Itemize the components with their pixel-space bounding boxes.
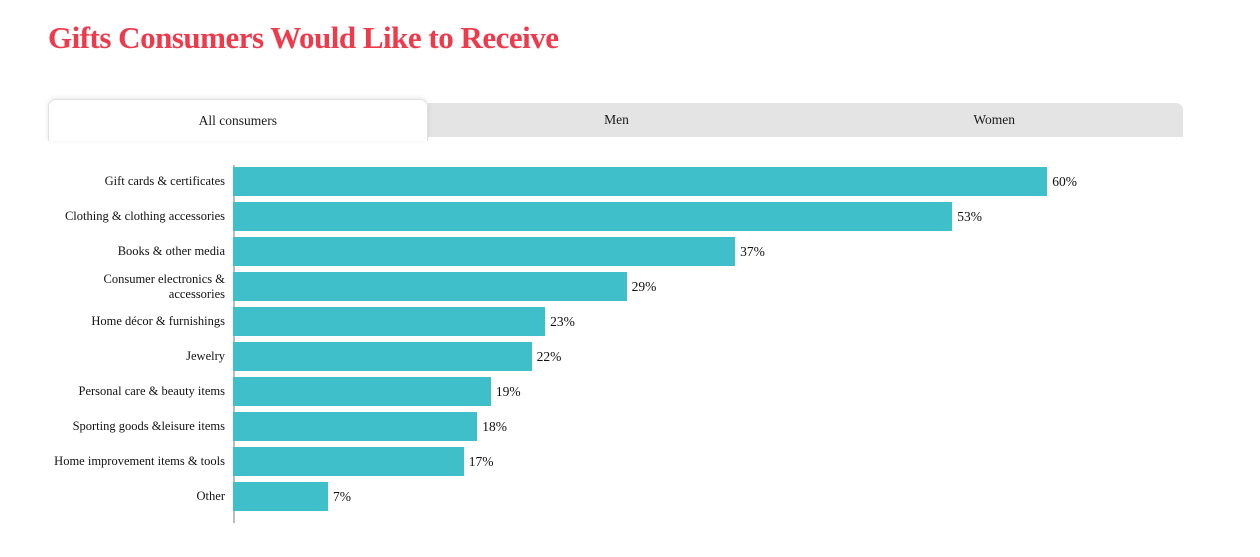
value-label: 23% — [550, 313, 575, 329]
bar-track: 19% — [233, 377, 1183, 406]
value-label: 7% — [333, 488, 351, 504]
chart-row: Home improvement items & tools 17% — [48, 444, 1183, 479]
category-label: Books & other media — [117, 244, 225, 258]
category-label: Jewelry — [186, 349, 225, 363]
chart-row: Consumer electronics & accessories 29% — [48, 269, 1183, 304]
plot-area: Gift cards & certificates 60% Clothing &… — [48, 164, 1183, 523]
bar-track: 53% — [233, 202, 1183, 231]
bar[interactable] — [233, 482, 328, 511]
bar[interactable] — [233, 202, 953, 231]
bar-chart: Gift cards & certificates 60% Clothing &… — [48, 164, 1183, 523]
bar-track: 37% — [233, 237, 1183, 266]
bar-track: 17% — [233, 447, 1183, 476]
chart-row: Gift cards & certificates 60% — [48, 164, 1183, 199]
bar[interactable] — [233, 307, 546, 336]
bar[interactable] — [233, 237, 736, 266]
category-label: Other — [196, 489, 225, 503]
chart-row: Books & other media 37% — [48, 234, 1183, 269]
chart-row: Clothing & clothing accessories 53% — [48, 199, 1183, 234]
chart-row: Other 7% — [48, 479, 1183, 514]
chart-row: Jewelry 22% — [48, 339, 1183, 374]
category-label: Clothing & clothing accessories — [64, 209, 225, 223]
bar-track: 29% — [233, 272, 1183, 301]
value-label: 29% — [631, 278, 657, 294]
value-label: 17% — [468, 453, 494, 469]
bar[interactable] — [233, 447, 464, 476]
chart-row: Personal care & beauty items 19% — [48, 374, 1183, 409]
tab-men[interactable]: Men — [427, 103, 806, 137]
tab-women[interactable]: Women — [805, 103, 1184, 137]
bar-track: 60% — [233, 167, 1183, 196]
chart-row: Sporting goods &leisure items 18% — [48, 409, 1183, 444]
value-label: 37% — [740, 243, 765, 259]
tab-all-consumers[interactable]: All consumers — [48, 99, 428, 141]
tab-all-consumers-label: All consumers — [198, 112, 278, 128]
category-label: Consumer electronics & accessories — [103, 271, 226, 301]
bar[interactable] — [233, 342, 532, 371]
category-label: Home improvement items & tools — [54, 454, 225, 468]
bar[interactable] — [233, 167, 1048, 196]
bar-track: 22% — [233, 342, 1183, 371]
bar-track: 18% — [233, 412, 1183, 441]
chart-rows: Gift cards & certificates 60% Clothing &… — [48, 164, 1183, 514]
tab-men-label: Men — [604, 112, 629, 127]
bar[interactable] — [233, 412, 478, 441]
bar[interactable] — [233, 272, 627, 301]
value-label: 18% — [482, 418, 508, 434]
category-label: Gift cards & certificates — [104, 174, 225, 188]
tab-women-label: Women — [973, 112, 1015, 127]
bar[interactable] — [233, 377, 491, 406]
value-label: 60% — [1052, 173, 1078, 189]
bar-track: 23% — [233, 307, 1183, 336]
category-label: Home décor & furnishings — [91, 314, 225, 328]
value-label: 53% — [957, 208, 983, 224]
value-label: 22% — [536, 348, 562, 364]
chart-row: Home décor & furnishings 23% — [48, 304, 1183, 339]
bar-track: 7% — [233, 482, 1183, 511]
page-title: Gifts Consumers Would Like to Receive — [48, 20, 559, 55]
value-label: 19% — [495, 383, 521, 399]
category-label: Sporting goods &leisure items — [72, 419, 225, 433]
category-label: Personal care & beauty items — [78, 384, 225, 398]
tab-bar: All consumers Men Women — [48, 99, 1184, 141]
